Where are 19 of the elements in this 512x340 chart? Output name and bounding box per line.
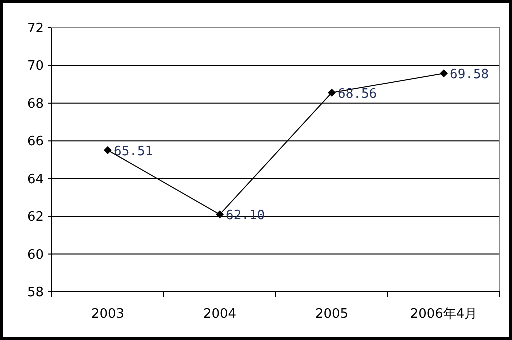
x-tick-label: 2003 (91, 307, 125, 322)
point (216, 210, 224, 219)
data-label: 65.51 (114, 144, 154, 160)
x-tick-label: 2006年4月 (410, 307, 478, 322)
data-label: 69.58 (450, 68, 490, 83)
y-tick-label: 72 (27, 22, 44, 36)
point (104, 146, 112, 154)
x-tick-label: 2004 (203, 307, 237, 322)
y-tick-label: 60 (27, 248, 44, 263)
y-tick-label: 64 (27, 172, 44, 188)
x-tick-label: 2005 (315, 307, 349, 322)
y-tick-label: 68 (27, 96, 44, 112)
y-tick-label: 66 (27, 134, 44, 150)
point (328, 88, 336, 97)
data-label: 68.56 (338, 86, 378, 102)
y-tick-label: 58 (27, 286, 44, 300)
point (440, 70, 448, 78)
y-tick-label: 62 (27, 210, 44, 226)
y-tick-label: 70 (27, 59, 44, 74)
